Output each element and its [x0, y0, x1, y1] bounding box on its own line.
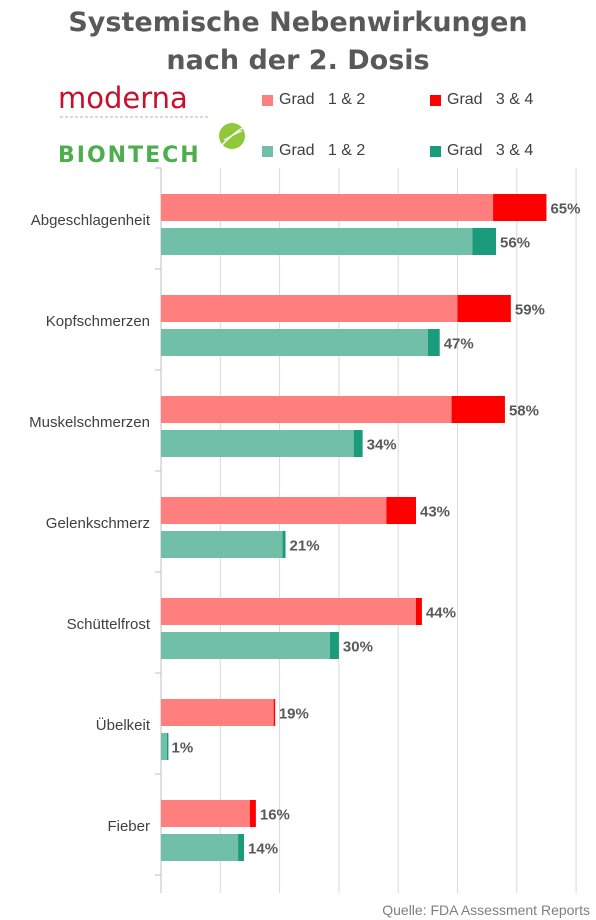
legend-swatch: [262, 94, 273, 106]
biontech-logo-text: BIONTECH: [58, 143, 201, 166]
legend-biontech-grade12: Grad 1 & 2: [262, 142, 365, 160]
data-label: 56%: [500, 235, 530, 252]
data-label: 1%: [172, 740, 194, 757]
bar-biontech-grade34: [166, 733, 169, 760]
bar-biontech-grade34: [472, 228, 497, 255]
bar-biontech-grade34: [282, 531, 286, 558]
data-label: 58%: [509, 403, 539, 420]
data-label: 14%: [248, 841, 278, 858]
chart-title-line-1: Systemische Nebenwirkungen: [68, 7, 528, 38]
legend-label: Grad 3 & 4: [447, 91, 534, 108]
legend-swatch: [262, 145, 273, 157]
legend-label: Grad 1 & 2: [279, 142, 366, 159]
bar-biontech-grade12: [161, 733, 167, 760]
category-label: Abgeschlagenheit: [31, 212, 151, 229]
bar-biontech-grade34: [427, 329, 440, 356]
bar-moderna-grade34: [273, 699, 276, 726]
bar-moderna-grade12: [161, 497, 387, 524]
bar-moderna-grade34: [415, 598, 422, 625]
bar-biontech-grade34: [330, 632, 339, 659]
moderna-logo: moderna: [58, 84, 210, 118]
data-label: 34%: [367, 437, 397, 454]
bar-biontech-grade34: [353, 430, 363, 457]
source-note: Quelle: FDA Assessment Reports: [382, 902, 590, 918]
bar-moderna-grade12: [161, 295, 458, 322]
data-label: 21%: [290, 538, 320, 555]
category-label: Übelkeit: [96, 716, 151, 734]
bar-moderna-grade12: [161, 396, 452, 423]
data-label: 19%: [279, 706, 309, 723]
legend-moderna-grade12: Grad 1 & 2: [262, 91, 365, 109]
bar-moderna-grade12: [161, 194, 494, 221]
chart-title-line-2: nach der 2. Dosis: [166, 45, 430, 76]
legend-biontech-grade34: Grad 3 & 4: [430, 142, 533, 160]
category-label: Gelenkschmerz: [46, 515, 150, 532]
bar-biontech-grade12: [161, 430, 354, 457]
data-label: 65%: [550, 201, 580, 218]
legend-swatch: [430, 145, 441, 157]
data-label: 30%: [343, 639, 373, 656]
biontech-logo: BIONTECH: [58, 123, 245, 166]
legend-moderna-grade34: Grad 3 & 4: [430, 91, 533, 109]
data-label: 59%: [515, 302, 545, 319]
legend-swatch: [430, 94, 441, 106]
data-label: 16%: [260, 807, 290, 824]
bar-biontech-grade12: [161, 329, 428, 356]
legend-label: Grad 3 & 4: [447, 142, 534, 159]
category-label: Muskelschmerzen: [29, 414, 150, 431]
bar-biontech-grade34: [238, 834, 245, 861]
data-label: 44%: [426, 605, 456, 622]
bar-moderna-grade34: [451, 396, 505, 423]
bar-biontech-grade12: [161, 632, 331, 659]
bar-biontech-grade12: [161, 834, 239, 861]
data-label: 47%: [444, 336, 474, 353]
category-label: Schüttelfrost: [67, 616, 151, 633]
biontech-leaf-icon: [219, 123, 245, 149]
moderna-logo-text: moderna: [58, 84, 188, 115]
bar-moderna-grade34: [457, 295, 511, 322]
bar-moderna-grade12: [161, 800, 250, 827]
bar-biontech-grade12: [161, 531, 283, 558]
category-label: Fieber: [107, 818, 150, 835]
bar-moderna-grade34: [386, 497, 416, 524]
bar-moderna-grade34: [249, 800, 256, 827]
chart-title: Systemische Nebenwirkungen nach der 2. D…: [0, 4, 596, 80]
bar-moderna-grade34: [493, 194, 547, 221]
bar-moderna-grade12: [161, 699, 274, 726]
data-label: 43%: [420, 504, 450, 521]
bar-moderna-grade12: [161, 598, 416, 625]
legend-label: Grad 1 & 2: [279, 91, 366, 108]
bar-biontech-grade12: [161, 228, 473, 255]
category-label: Kopfschmerzen: [46, 313, 150, 330]
